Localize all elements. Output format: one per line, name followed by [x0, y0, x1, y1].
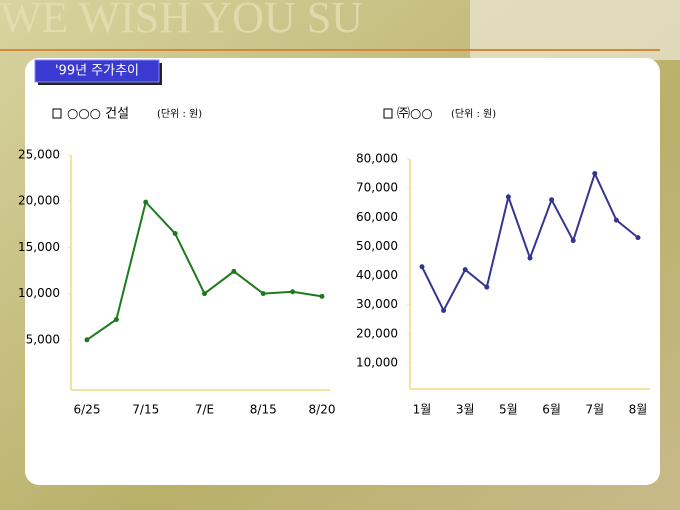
- x-tick-label: 8/15: [250, 403, 277, 417]
- point: [113, 316, 119, 322]
- point: [419, 264, 425, 270]
- y-tick-label: 10,000: [356, 355, 398, 369]
- point: [290, 289, 296, 295]
- y-tick-label: 15,000: [18, 240, 60, 254]
- point: [570, 238, 576, 244]
- point: [319, 293, 325, 299]
- title-box: [34, 59, 160, 83]
- point: [527, 255, 533, 261]
- point: [143, 199, 149, 205]
- bullet: [383, 108, 393, 119]
- point: [441, 307, 447, 313]
- point: [635, 235, 641, 241]
- x-tick-label: 6/25: [74, 403, 101, 417]
- y-tick-label: 20,000: [18, 194, 60, 208]
- point: [260, 291, 266, 297]
- x-tick-label: 7/15: [132, 403, 159, 417]
- point: [84, 337, 90, 343]
- y-tick-label: 30,000: [356, 297, 398, 311]
- y-tick-label: 50,000: [356, 239, 398, 253]
- x-tick-label: 7월: [585, 403, 604, 417]
- y-tick-label: 60,000: [356, 210, 398, 224]
- chart-title: ㈜○○: [397, 107, 433, 122]
- y-tick-label: 25,000: [18, 148, 60, 162]
- point: [231, 268, 237, 274]
- point: [613, 217, 619, 223]
- y-tick-label: 20,000: [356, 326, 398, 340]
- point: [549, 197, 555, 203]
- y-tick-label: 5,000: [26, 332, 60, 346]
- x-tick-label: 3월: [456, 403, 475, 417]
- y-tick-label: 80,000: [356, 152, 398, 166]
- point: [484, 284, 490, 290]
- x-tick-label: 7/E: [195, 403, 214, 417]
- x-tick-label: 8월: [629, 403, 648, 417]
- point: [592, 171, 598, 177]
- panel: [25, 58, 660, 485]
- chart-title: ○○○ 건설: [67, 107, 129, 122]
- x-tick-label: 1월: [413, 403, 432, 417]
- banner-text: WE WISH YOU SU: [0, 0, 363, 42]
- x-tick-label: 5월: [499, 403, 518, 417]
- point: [202, 291, 207, 297]
- x-tick-label: 8/20: [309, 403, 336, 417]
- y-tick-label: 40,000: [356, 268, 398, 282]
- bullet: [52, 108, 62, 119]
- point: [462, 267, 468, 273]
- chart-subtitle: (단위 : 원): [157, 107, 202, 120]
- point: [505, 194, 511, 200]
- y-tick-label: 10,000: [18, 286, 60, 300]
- y-tick-label: 70,000: [356, 181, 398, 195]
- point: [172, 231, 178, 237]
- x-tick-label: 6월: [542, 403, 561, 417]
- slide-title: '99년 주가추이: [55, 64, 139, 79]
- chart-subtitle: (단위 : 원): [451, 107, 496, 120]
